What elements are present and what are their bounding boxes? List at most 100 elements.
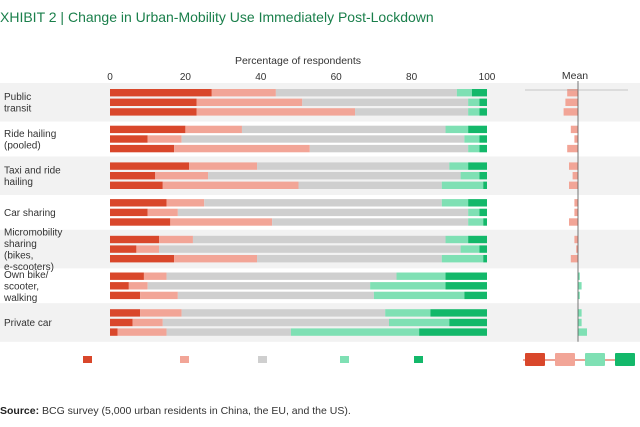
bar-segment-same [257, 255, 442, 263]
bar-segment-much-less [110, 245, 137, 253]
bar-segment-much-more [449, 318, 487, 327]
bar-segment-same [177, 291, 374, 300]
bar-segment-less [117, 328, 167, 336]
bar-segment-much-less [110, 218, 171, 226]
legend-swatch-much-less [83, 356, 92, 363]
bar-segment-much-more [479, 108, 487, 116]
source-label: Source: [0, 405, 40, 417]
bar-segment-much-less [110, 172, 156, 180]
bar-segment-more [468, 208, 480, 217]
mean-bar [569, 181, 578, 189]
bar-segment-much-more [483, 218, 487, 226]
mean-legend-chip [525, 353, 545, 366]
bar-segment-more [460, 172, 480, 180]
source-text: BCG survey (5,000 urban residents in Chi… [42, 405, 351, 417]
bar-segment-more [290, 328, 420, 336]
bar-segment-same [166, 328, 291, 336]
bar-segment-same [147, 282, 371, 290]
mean-bar [569, 218, 578, 226]
legend [83, 353, 635, 366]
bar-segment-less [147, 135, 182, 143]
bar-segment-more [396, 272, 446, 280]
bar-segment-much-less [110, 162, 190, 170]
bar-segment-same [309, 144, 469, 153]
bar-segment-much-more [468, 235, 487, 244]
bar-segment-less [174, 144, 310, 153]
bar-segment-less [211, 89, 276, 97]
bar-segment-more [441, 255, 484, 263]
bar-segment-same [272, 218, 469, 226]
bar-segment-more [445, 125, 469, 134]
legend-swatch-same [258, 356, 267, 363]
bar-segment-much-less [110, 282, 129, 290]
bar-segment-more [456, 89, 472, 97]
bars: Public transit Ride hailing (pooled) Taxi an… [3, 89, 487, 336]
bar-segment-much-more [430, 309, 487, 317]
bar-segment-more [385, 309, 431, 317]
bar-segment-less [185, 125, 242, 134]
bar-segment-much-more [479, 135, 487, 143]
bar-segment-much-more [468, 125, 487, 134]
bar-segment-same [208, 172, 461, 180]
bar-segment-less [147, 208, 178, 217]
bar-segment-more [468, 108, 480, 116]
x-tick-label: 0 [107, 72, 113, 83]
mean-bar [576, 245, 578, 253]
bar-segment-much-more [468, 162, 487, 170]
bar-segment-much-less [110, 98, 197, 106]
bar-segment-less [128, 282, 148, 290]
category-label-0: Public transit [4, 92, 31, 115]
bar-segment-much-less [110, 208, 148, 217]
mean-panel [525, 81, 628, 342]
mean-bar [574, 199, 578, 207]
x-axis-label: Percentage of respondents [235, 55, 361, 67]
mean-bar [578, 309, 582, 317]
bar-segment-more [468, 218, 484, 226]
bar-segment-much-more [419, 328, 487, 336]
bar-segment-less [132, 318, 163, 327]
bar-segment-much-less [110, 272, 144, 280]
bar-segment-less [166, 199, 205, 207]
bar-segment-much-more [483, 255, 487, 263]
bar-segment-more [370, 282, 446, 290]
bar-segment-much-less [110, 291, 141, 300]
bar-segment-same [204, 199, 442, 207]
bar-segment-less [174, 255, 258, 263]
mean-bar [569, 162, 578, 170]
bar-segment-less [162, 181, 299, 189]
category-label-1: Ride hailing (pooled) [4, 129, 56, 152]
bar-segment-much-less [110, 318, 133, 327]
bar-segment-more [464, 135, 480, 143]
mean-legend-chip [555, 353, 575, 366]
legend-swatch-less [180, 356, 189, 363]
bar-segment-more [449, 162, 469, 170]
bar-segment-much-more [479, 172, 487, 180]
bar-segment-much-less [110, 309, 141, 317]
x-tick-label: 40 [255, 72, 267, 83]
bar-segment-more [441, 199, 469, 207]
mean-bar [574, 235, 578, 244]
bar-segment-much-less [110, 89, 212, 97]
bar-segment-more [388, 318, 450, 327]
mean-bar [578, 272, 580, 280]
bar-segment-same [257, 162, 450, 170]
mean-bar [578, 282, 582, 290]
bar-segment-more [468, 144, 480, 153]
bar-segment-much-less [110, 181, 163, 189]
bar-segment-much-less [110, 125, 186, 134]
category-label-5: Own bike/scooter, walking [3, 270, 49, 304]
bar-segment-much-less [110, 328, 118, 336]
mean-bar [570, 125, 578, 134]
mean-bar [567, 89, 578, 97]
bar-segment-same [181, 135, 465, 143]
bar-segment-much-more [464, 291, 487, 300]
bar-segment-less [155, 172, 209, 180]
mean-legend-chip [585, 353, 605, 366]
mean-bar [574, 208, 578, 217]
bar-segment-same [177, 208, 469, 217]
bar-segment-less [140, 309, 182, 317]
bar-segment-less [196, 98, 303, 106]
mean-bar [563, 108, 578, 116]
bar-segment-less [140, 291, 178, 300]
category-label-3: Car sharing [4, 208, 56, 219]
